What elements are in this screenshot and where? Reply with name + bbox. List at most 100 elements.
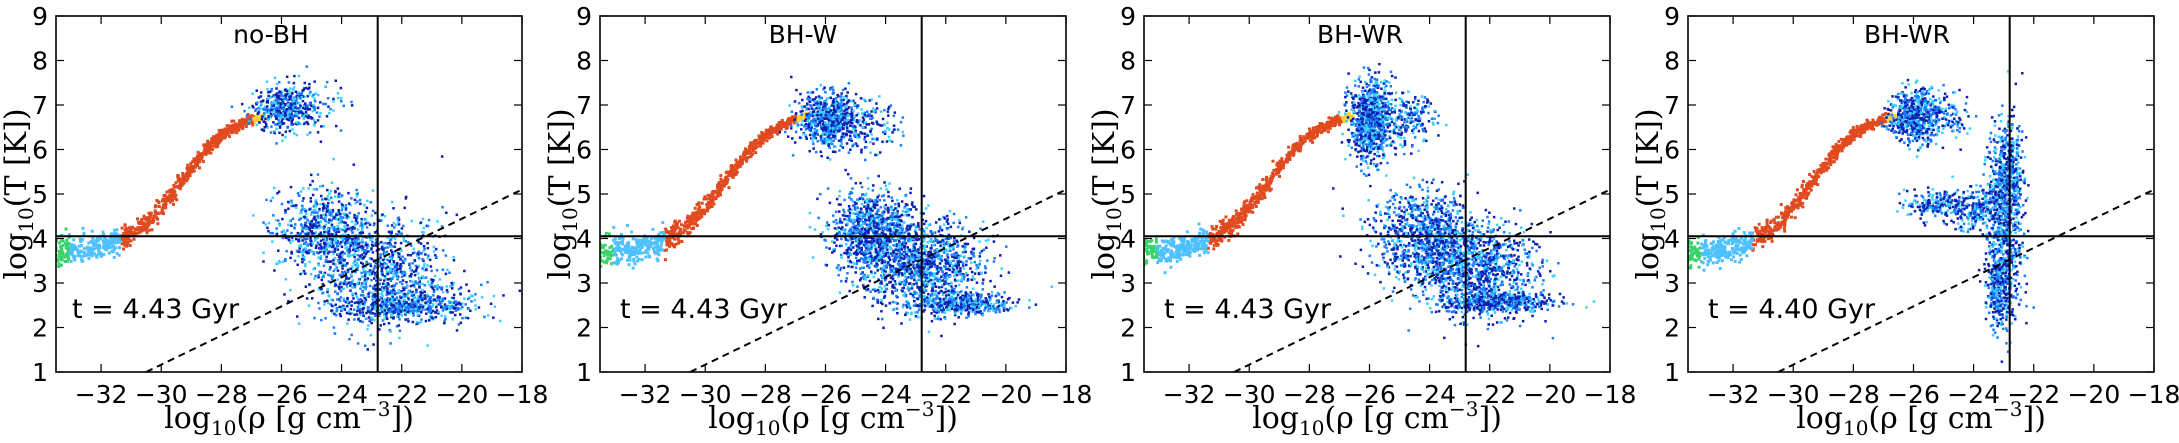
data-point <box>841 103 845 107</box>
data-point <box>403 259 407 262</box>
data-point <box>336 224 340 228</box>
data-point <box>282 122 286 125</box>
data-point <box>385 305 389 308</box>
data-point <box>428 258 432 262</box>
data-point <box>459 292 462 296</box>
data-point <box>423 262 426 266</box>
data-point <box>299 232 303 235</box>
data-point <box>408 311 411 315</box>
data-point <box>49 248 52 251</box>
data-point <box>334 303 337 307</box>
data-point <box>280 94 284 98</box>
data-point <box>359 233 363 236</box>
data-point <box>409 279 412 283</box>
data-point <box>715 190 719 194</box>
data-point <box>744 147 748 151</box>
data-point <box>415 266 419 269</box>
data-point <box>390 236 394 239</box>
data-point <box>276 262 279 266</box>
data-point <box>311 179 314 183</box>
data-point <box>368 291 371 294</box>
data-point <box>372 267 376 271</box>
data-point <box>273 99 276 102</box>
data-point <box>349 273 353 276</box>
data-point <box>400 249 403 253</box>
data-point <box>700 215 704 219</box>
data-point <box>311 109 315 113</box>
data-point <box>336 92 340 95</box>
data-point <box>340 97 343 100</box>
data-point <box>253 117 257 121</box>
data-point <box>406 253 410 257</box>
data-point <box>333 257 337 260</box>
data-point <box>627 255 631 259</box>
data-point <box>76 249 80 253</box>
data-point <box>816 124 820 128</box>
data-point <box>367 316 371 319</box>
data-point <box>45 256 48 259</box>
data-point <box>725 180 729 184</box>
data-point <box>759 137 763 141</box>
data-point <box>189 161 193 165</box>
data-point <box>409 284 413 288</box>
data-point <box>258 121 261 124</box>
data-point <box>836 93 839 97</box>
data-point <box>94 240 98 244</box>
data-point <box>813 133 816 137</box>
data-point <box>600 242 602 246</box>
data-point <box>591 257 594 260</box>
data-point <box>168 196 172 200</box>
data-point <box>365 226 369 229</box>
data-point <box>421 305 425 309</box>
data-point <box>429 314 433 318</box>
data-point <box>63 260 67 264</box>
data-point <box>324 213 327 217</box>
data-point <box>312 106 316 109</box>
data-point <box>278 222 281 226</box>
data-point <box>366 250 369 253</box>
data-point <box>331 233 334 236</box>
data-point <box>347 302 351 306</box>
data-point <box>842 125 846 128</box>
data-point <box>334 79 337 83</box>
data-point <box>324 102 328 106</box>
data-point <box>357 238 360 241</box>
data-point <box>230 119 234 123</box>
data-point <box>167 190 171 194</box>
data-point <box>810 107 814 110</box>
data-point <box>309 242 313 246</box>
data-point <box>425 312 428 315</box>
data-point <box>436 287 439 291</box>
data-point <box>214 143 218 147</box>
data-point <box>357 298 361 302</box>
data-point <box>659 231 663 235</box>
data-point <box>636 259 640 263</box>
data-point <box>327 105 330 108</box>
data-point <box>660 238 664 242</box>
data-point <box>404 310 408 314</box>
data-point <box>359 313 362 317</box>
data-point <box>594 255 597 258</box>
data-point <box>677 239 681 243</box>
data-point <box>112 255 116 259</box>
data-point <box>286 101 290 105</box>
data-point <box>831 134 835 137</box>
data-point <box>373 305 377 308</box>
data-point <box>308 102 312 105</box>
data-point <box>45 263 48 266</box>
data-point <box>804 135 808 138</box>
data-point <box>144 218 148 222</box>
data-point <box>328 237 332 241</box>
data-point <box>292 102 295 105</box>
data-point <box>329 242 333 246</box>
data-point <box>280 120 284 123</box>
data-point <box>774 130 778 134</box>
data-point <box>279 113 282 117</box>
data-point <box>294 204 298 207</box>
data-point <box>382 248 385 251</box>
data-point <box>364 249 368 252</box>
data-point <box>440 301 443 304</box>
data-point <box>820 107 824 111</box>
data-point <box>142 221 146 225</box>
data-point <box>430 269 433 273</box>
